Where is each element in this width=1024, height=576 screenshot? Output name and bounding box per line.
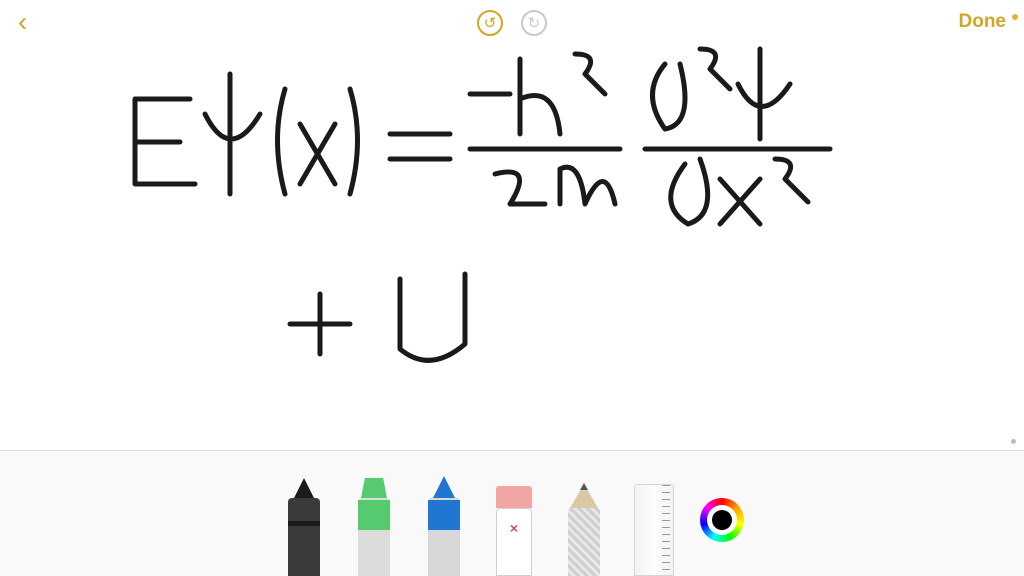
undo-redo-group: ↺ ↻ [477, 10, 547, 36]
pen-tool[interactable] [280, 470, 328, 576]
pencil-tool[interactable] [560, 470, 608, 576]
top-toolbar: ‹ ↺ ↻ Done [0, 0, 1024, 44]
ruler-tool[interactable] [630, 470, 678, 576]
eraser-x-icon: × [510, 520, 518, 536]
drawing-toolbar: × [0, 450, 1024, 576]
handwriting-strokes [0, 44, 1024, 450]
redo-button: ↻ [521, 10, 547, 36]
drawing-canvas[interactable] [0, 44, 1024, 450]
status-dot-icon [1012, 14, 1018, 20]
marker-tool[interactable] [420, 470, 468, 576]
undo-button[interactable]: ↺ [477, 10, 503, 36]
highlighter-tool[interactable] [350, 470, 398, 576]
scroll-indicator-dot-icon [1011, 439, 1016, 444]
current-color-swatch [712, 510, 732, 530]
done-button[interactable]: Done [959, 11, 1007, 33]
eraser-tool[interactable]: × [490, 470, 538, 576]
color-picker[interactable] [700, 498, 744, 542]
back-button[interactable]: ‹ [18, 8, 27, 36]
